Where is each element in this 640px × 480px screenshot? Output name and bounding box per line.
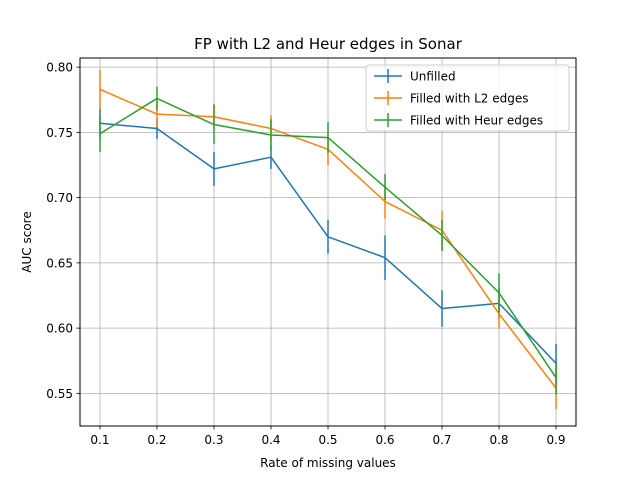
x-tick-label: 0.2 <box>147 433 166 447</box>
y-tick-label: 0.65 <box>46 256 73 270</box>
x-tick-label: 0.6 <box>375 433 394 447</box>
x-tick-label: 0.8 <box>489 433 508 447</box>
legend-item: Filled with L2 edges <box>374 91 529 106</box>
x-axis-label: Rate of missing values <box>260 456 396 470</box>
chart-title: FP with L2 and Heur edges in Sonar <box>194 35 463 53</box>
x-tick-label: 0.9 <box>546 433 565 447</box>
y-tick-label: 0.60 <box>46 322 73 336</box>
y-tick-label: 0.55 <box>46 387 73 401</box>
legend-label: Filled with Heur edges <box>410 114 543 128</box>
legend-label: Filled with L2 edges <box>410 92 529 106</box>
series-filled-with-heur-edges <box>99 86 557 395</box>
x-tick-label: 0.4 <box>261 433 280 447</box>
y-tick-label: 0.70 <box>46 191 73 205</box>
y-tick-label: 0.80 <box>46 61 73 75</box>
legend: Unfilled Filled with L2 edges Filled with … <box>365 64 570 132</box>
x-tick-label: 0.7 <box>432 433 451 447</box>
series-line <box>99 122 557 364</box>
legend-label: Unfilled <box>410 70 456 84</box>
legend-item: Filled with Heur edges <box>374 113 543 128</box>
legend-box <box>365 64 570 132</box>
x-tick-label: 0.1 <box>90 433 109 447</box>
series-layer <box>99 69 557 410</box>
x-tick-label: 0.3 <box>204 433 223 447</box>
axis-ticks: 0.1 0.2 0.3 0.4 0.5 0.6 0.7 0.8 0.9 0.55 0.60 0.65 0… <box>46 61 565 447</box>
x-tick-label: 0.5 <box>318 433 337 447</box>
series-line <box>99 97 557 379</box>
y-axis-label: AUC score <box>20 211 34 272</box>
y-tick-label: 0.75 <box>46 126 73 140</box>
legend-item: Unfilled <box>374 69 456 84</box>
